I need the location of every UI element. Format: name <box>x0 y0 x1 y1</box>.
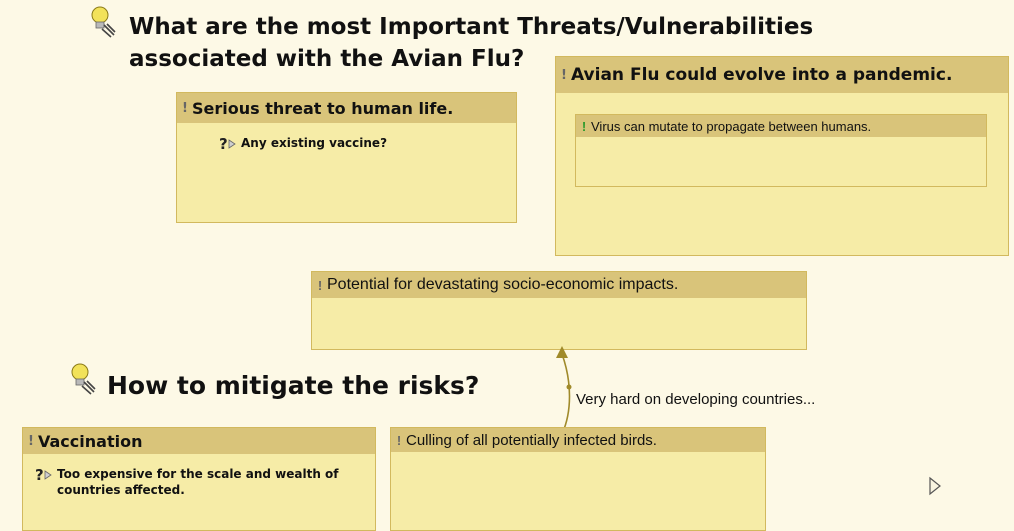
exclamation-icon: ! <box>316 278 324 293</box>
node-title: Avian Flu could evolve into a pandemic. <box>571 65 952 85</box>
exclamation-icon: ! <box>181 101 189 116</box>
svg-text:?: ? <box>35 466 44 484</box>
question-text: Too expensive for the scale and wealth o… <box>57 466 353 498</box>
node-culling[interactable]: ! Culling of all potentially infected bi… <box>390 427 766 531</box>
exclamation-icon: ! <box>560 68 568 83</box>
lightbulb-icon <box>68 362 98 396</box>
question-icon: ? <box>217 135 237 153</box>
threats-heading-line1[interactable]: What are the most Important Threats/Vuln… <box>129 14 813 40</box>
threats-heading-line2[interactable]: associated with the Avian Flu? <box>129 46 524 72</box>
node-socio-economic[interactable]: ! Potential for devastating socio-econom… <box>311 271 807 350</box>
exclamation-icon: ! <box>27 434 35 449</box>
exclamation-icon: ! <box>395 433 403 448</box>
lightbulb-icon <box>88 5 118 39</box>
question-text: Any existing vaccine? <box>241 135 387 151</box>
node-vaccination[interactable]: ! Vaccination ? Too expensive for the sc… <box>22 427 376 531</box>
exclamation-icon: ! <box>580 119 588 134</box>
question-item[interactable]: ? Any existing vaccine? <box>217 135 387 153</box>
node-pandemic[interactable]: ! Avian Flu could evolve into a pandemic… <box>555 56 1009 256</box>
question-item[interactable]: ? Too expensive for the scale and wealth… <box>33 466 353 498</box>
question-icon: ? <box>33 466 53 484</box>
node-serious-threat[interactable]: ! Serious threat to human life. ? Any ex… <box>176 92 517 223</box>
mitigate-heading[interactable]: How to mitigate the risks? <box>107 371 479 400</box>
node-title: Virus can mutate to propagate between hu… <box>591 119 871 134</box>
svg-text:?: ? <box>219 135 228 153</box>
node-title: Serious threat to human life. <box>192 99 453 118</box>
link-arrow[interactable] <box>540 342 600 437</box>
triangle-right-icon[interactable] <box>928 476 942 496</box>
node-title: Vaccination <box>38 432 142 451</box>
node-title: Culling of all potentially infected bird… <box>406 432 657 449</box>
node-title: Potential for devastating socio-economic… <box>327 276 678 294</box>
node-virus-mutate[interactable]: ! Virus can mutate to propagate between … <box>575 114 987 187</box>
link-label[interactable]: Very hard on developing countries... <box>576 391 815 408</box>
